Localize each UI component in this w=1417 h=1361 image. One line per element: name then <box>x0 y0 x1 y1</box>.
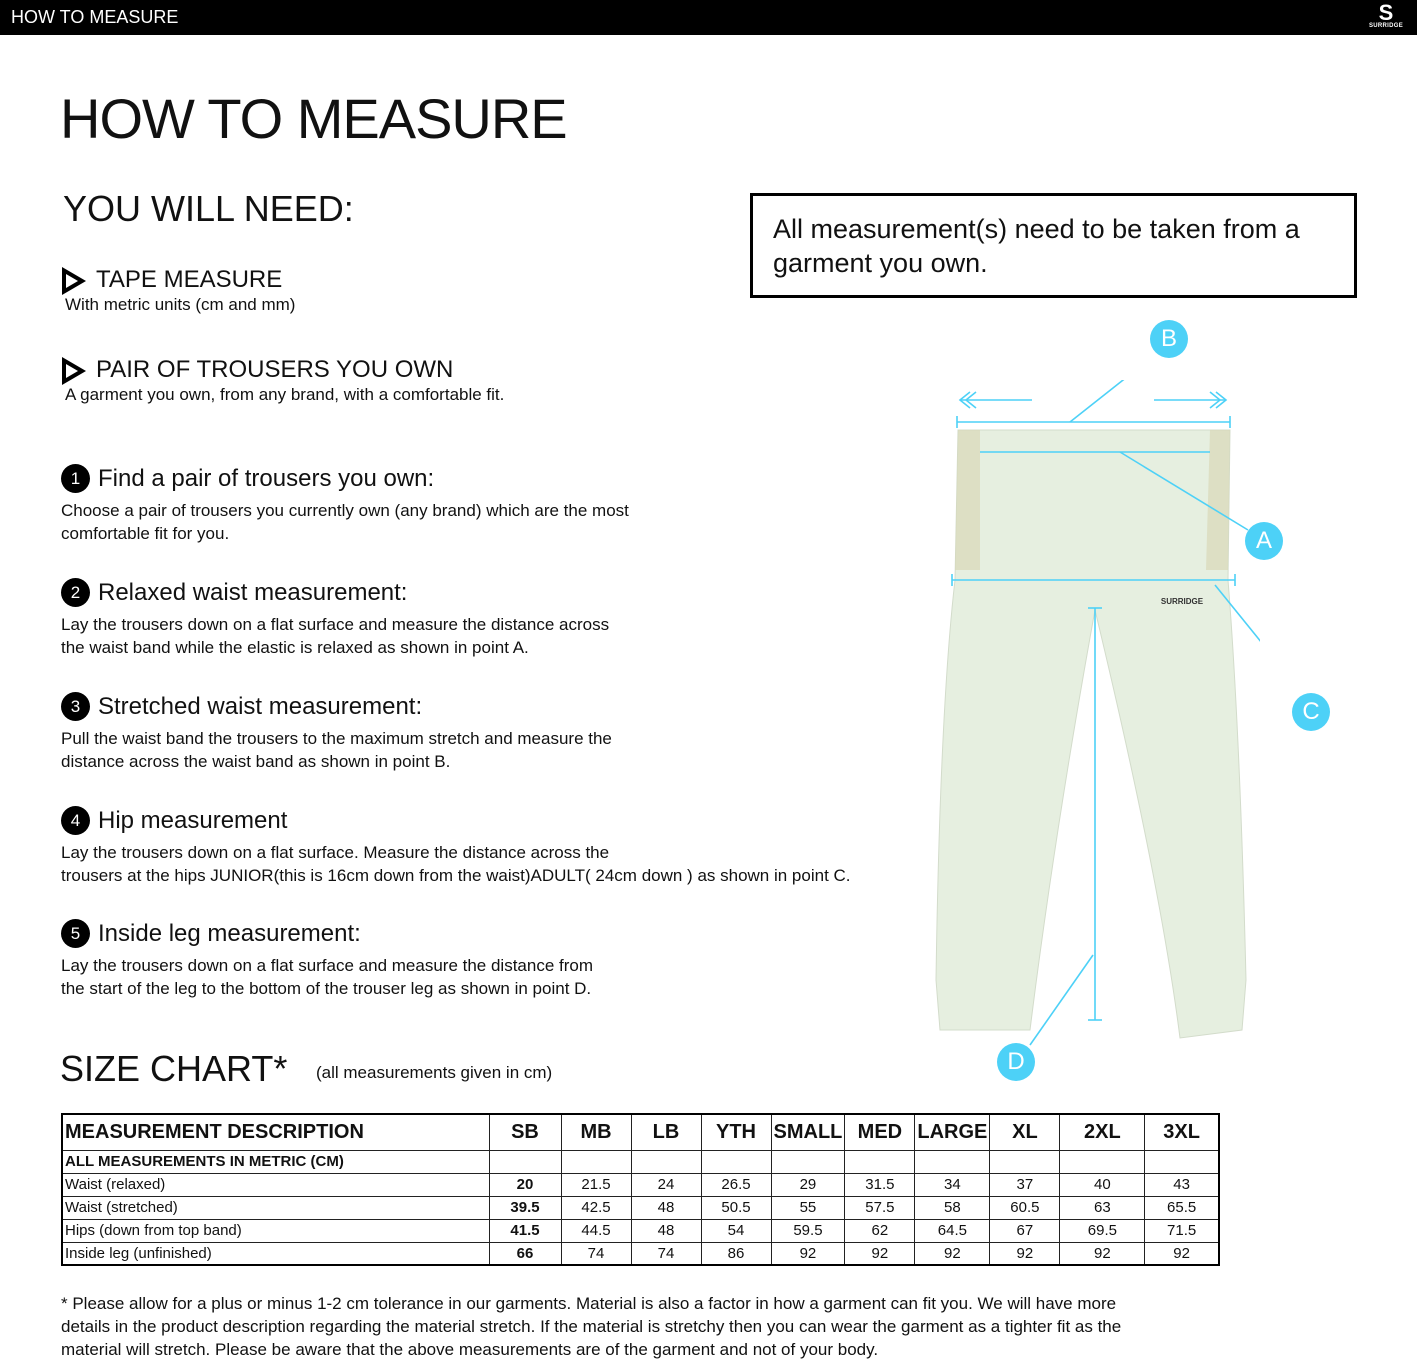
table-cell: 48 <box>630 1218 702 1243</box>
step-2: 2 Relaxed waist measurement: Lay the trous… <box>61 578 610 657</box>
table-cell: 26.5 <box>700 1172 772 1197</box>
table-cell: 74 <box>560 1241 632 1266</box>
play-triangle-icon <box>62 266 86 295</box>
table-row: Hips (down from top band) 41.5 44.5 48 54 59.… <box>61 1218 1220 1243</box>
surridge-logo: S SURRIDGE <box>1368 0 1404 30</box>
trousers-diagram: SURRIDGE <box>935 380 1260 1046</box>
size-chart-title: SIZE CHART* <box>60 1048 288 1089</box>
row-label: Waist (stretched) <box>61 1195 490 1220</box>
top-bar-title: HOW TO MEASURE <box>11 7 179 27</box>
need-item: PAIR OF TROUSERS YOU OWN A garment you o… <box>62 356 504 405</box>
table-cell: 34 <box>914 1172 991 1197</box>
table-cell: 55 <box>770 1195 846 1220</box>
table-cell: 40 <box>1059 1172 1146 1197</box>
table-cell: 69.5 <box>1059 1218 1146 1243</box>
table-cell: 50.5 <box>700 1195 772 1220</box>
table-cell: 58 <box>914 1195 991 1220</box>
table-cell: 31.5 <box>844 1172 916 1197</box>
table-cell: 54 <box>700 1218 772 1243</box>
table-cell: 66 <box>488 1241 562 1266</box>
table-cell: 42.5 <box>560 1195 632 1220</box>
table-cell: 39.5 <box>488 1195 562 1220</box>
play-triangle-icon <box>62 356 86 385</box>
table-row: Waist (relaxed) 20 21.5 24 26.5 29 31.5 34 37 40 4… <box>61 1172 1220 1197</box>
point-b-badge: B <box>1150 320 1188 358</box>
row-label: Inside leg (unfinished) <box>61 1241 490 1266</box>
table-row: Inside leg (unfinished) 66 74 74 86 92 92 92 92 9… <box>61 1241 1220 1266</box>
garment-note-box: All measurement(s) need to be taken from… <box>750 193 1357 298</box>
table-cell: 29 <box>770 1172 846 1197</box>
table-cell: 48 <box>630 1195 702 1220</box>
step-3: 3 Stretched waist measurement: Pull the wa… <box>61 692 612 771</box>
table-row: Waist (stretched) 39.5 42.5 48 50.5 55 57.5 58 6… <box>61 1195 1220 1220</box>
table-cell: 21.5 <box>560 1172 632 1197</box>
size-chart-note: (all measurements given in cm) <box>316 1063 553 1082</box>
table-cell: 37 <box>989 1172 1061 1197</box>
table-cell: 43 <box>1144 1172 1220 1197</box>
footnote: * Please allow for a plus or minus 1-2 c… <box>61 1294 1122 1359</box>
table-cell: 60.5 <box>989 1195 1061 1220</box>
table-subheader-row: ALL MEASUREMENTS IN METRIC (CM) <box>61 1149 1220 1174</box>
table-cell: 65.5 <box>1144 1195 1220 1220</box>
table-cell: 92 <box>1144 1241 1220 1266</box>
table-cell: 86 <box>700 1241 772 1266</box>
table-cell: 44.5 <box>560 1218 632 1243</box>
row-label: Hips (down from top band) <box>61 1218 490 1243</box>
size-chart-table: MEASUREMENT DESCRIPTION SB MB LB YTH SMALL… <box>61 1113 1220 1266</box>
top-bar: HOW TO MEASURE S SURRIDGE <box>0 0 1417 35</box>
table-cell: 24 <box>630 1172 702 1197</box>
you-will-need-heading: YOU WILL NEED: <box>63 188 354 229</box>
table-cell: 92 <box>844 1241 916 1266</box>
table-cell: 20 <box>488 1172 562 1197</box>
table-cell: 59.5 <box>770 1218 846 1243</box>
table-cell: 92 <box>1059 1241 1146 1266</box>
table-cell: 74 <box>630 1241 702 1266</box>
table-header-row: MEASUREMENT DESCRIPTION SB MB LB YTH SMALL… <box>61 1113 1220 1151</box>
table-cell: 57.5 <box>844 1195 916 1220</box>
table-cell: 63 <box>1059 1195 1146 1220</box>
table-cell: 92 <box>770 1241 846 1266</box>
step-1: 1 Find a pair of trousers you own: Choose … <box>61 464 629 543</box>
need-item: TAPE MEASURE With metric units (cm and m… <box>62 266 295 315</box>
page-title: HOW TO MEASURE <box>60 87 568 150</box>
row-label: Waist (relaxed) <box>61 1172 490 1197</box>
table-cell: 71.5 <box>1144 1218 1220 1243</box>
step-4: 4 Hip measurement Lay the trousers down on… <box>61 806 851 885</box>
garment-logo: SURRIDGE <box>1161 597 1204 606</box>
table-cell: 62 <box>844 1218 916 1243</box>
point-c-badge: C <box>1292 693 1330 731</box>
trousers-image <box>935 429 1247 1039</box>
table-cell: 64.5 <box>914 1218 991 1243</box>
table-cell: 41.5 <box>488 1218 562 1243</box>
table-cell: 67 <box>989 1218 1061 1243</box>
table-cell: 92 <box>914 1241 991 1266</box>
table-cell: 92 <box>989 1241 1061 1266</box>
step-5: 5 Inside leg measurement: Lay the trousers… <box>61 919 594 998</box>
point-d-badge: D <box>997 1043 1035 1081</box>
point-a-badge: A <box>1245 522 1283 560</box>
